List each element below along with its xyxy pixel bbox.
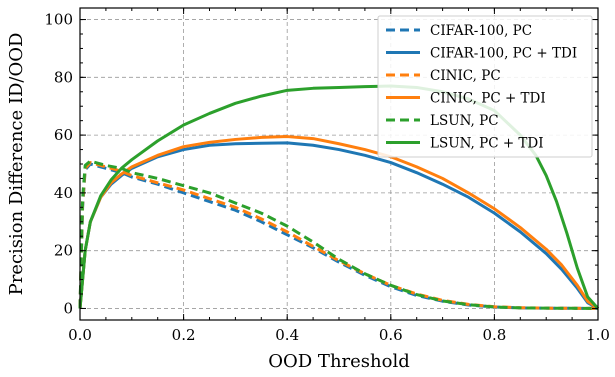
x-tick-labels: 0.0 0.2 0.4 0.6 0.8 1.0 bbox=[68, 326, 610, 344]
y-tick-labels: 0 20 40 60 80 100 bbox=[44, 11, 73, 318]
x-tick-label: 0.6 bbox=[379, 326, 403, 344]
x-tick-label: 0.4 bbox=[275, 326, 299, 344]
y-axis-label: Precision Difference ID/OOD bbox=[6, 33, 27, 296]
x-tick-label: 0.8 bbox=[482, 326, 506, 344]
series-line-cinic-pc-tdi bbox=[78, 135, 599, 310]
legend-label-cinic-pc-tdi: CINIC, PC + TDI bbox=[430, 91, 546, 107]
x-tick-label: 1.0 bbox=[586, 326, 610, 344]
y-tick-label: 20 bbox=[54, 242, 73, 260]
series-line-cifar-100-pc-tdi bbox=[78, 141, 599, 310]
legend-box bbox=[377, 15, 593, 158]
y-tick-label: 60 bbox=[54, 126, 73, 144]
legend-label-cifar-100-pc: CIFAR-100, PC bbox=[430, 23, 532, 39]
series-line-lsun-pc bbox=[78, 159, 599, 310]
x-tick-label: 0.2 bbox=[172, 326, 196, 344]
y-tick-label: 40 bbox=[54, 184, 73, 202]
legend-label-lsun-pc: LSUN, PC bbox=[430, 113, 499, 129]
y-tick-label: 0 bbox=[63, 299, 73, 317]
legend: CIFAR-100, PC CIFAR-100, PC + TDI CINIC, P… bbox=[377, 15, 593, 158]
series-lines bbox=[78, 84, 600, 310]
legend-label-lsun-pc-tdi: LSUN, PC + TDI bbox=[430, 136, 544, 152]
x-tick-label: 0.0 bbox=[68, 326, 92, 344]
series-line-cifar-100-pc bbox=[78, 162, 599, 310]
legend-label-cifar-100-pc-tdi: CIFAR-100, PC + TDI bbox=[430, 46, 577, 62]
y-tick-label: 100 bbox=[44, 11, 73, 29]
y-tick-label: 80 bbox=[54, 68, 73, 86]
series-line-lsun-pc-tdi bbox=[78, 84, 600, 310]
axis-ticks bbox=[79, 8, 599, 320]
x-axis-label: OOD Threshold bbox=[268, 351, 409, 372]
legend-label-cinic-pc: CINIC, PC bbox=[430, 68, 501, 84]
